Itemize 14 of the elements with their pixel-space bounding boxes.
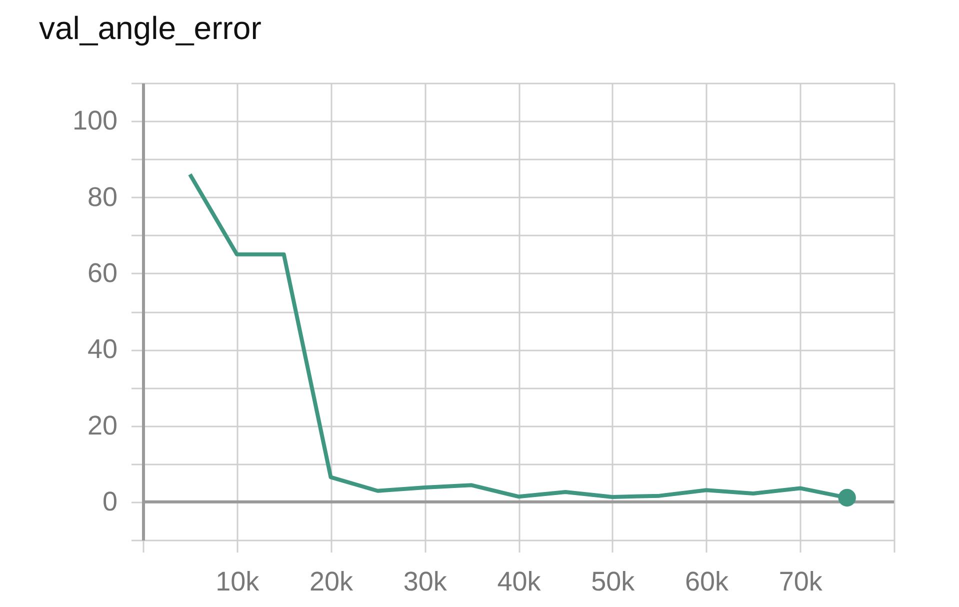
y-tick-label: 60	[87, 258, 118, 288]
x-tick-label: 60k	[684, 566, 730, 596]
y-tick-label: 20	[87, 410, 118, 440]
x-tick-label: 20k	[309, 566, 354, 596]
x-tick-label: 40k	[497, 566, 542, 596]
x-tick-label: 10k	[216, 566, 260, 596]
chart-title: val_angle_error	[39, 10, 262, 46]
y-tick-label: 40	[87, 334, 118, 364]
y-tick-label: 0	[102, 486, 118, 516]
y-tick-label: 100	[72, 106, 118, 136]
x-tick-label: 30k	[403, 566, 448, 596]
y-tick-label: 80	[87, 182, 118, 212]
x-tick-label: 70k	[778, 566, 823, 596]
x-tick-label: 50k	[591, 566, 636, 596]
